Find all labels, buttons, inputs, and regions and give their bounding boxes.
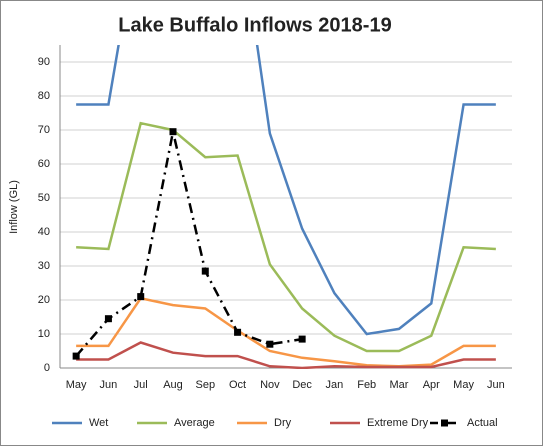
x-tick-label: May	[66, 379, 87, 391]
y-tick-label: 60	[38, 158, 50, 170]
x-tick-label: Jul	[134, 379, 148, 391]
point-marker	[72, 352, 80, 360]
x-tick-label: Mar	[390, 379, 409, 391]
series-line	[76, 341, 496, 369]
x-tick-label: Sep	[195, 379, 215, 391]
plot-area	[72, 45, 496, 369]
y-tick-label: 90	[38, 56, 50, 68]
y-tick-label: 0	[44, 362, 50, 374]
series-line	[76, 121, 496, 353]
chart-title: Lake Buffalo Inflows 2018-19	[118, 14, 391, 36]
y-tick-label: 50	[38, 192, 50, 204]
x-tick-label: May	[453, 379, 474, 391]
legend-label: Wet	[89, 417, 108, 429]
legend-label: Extreme Dry	[367, 417, 429, 429]
point-marker	[104, 315, 112, 323]
x-tick-label: Aug	[163, 379, 183, 391]
y-axis-label: Inflow (GL)	[8, 180, 20, 234]
y-tick-label: 40	[38, 226, 50, 238]
x-tick-label: Oct	[229, 379, 246, 391]
y-tick-label: 10	[38, 328, 50, 340]
series-line	[76, 296, 496, 368]
x-tick-label: Feb	[357, 379, 376, 391]
point-marker	[234, 328, 242, 336]
legend-label: Average	[174, 417, 215, 429]
y-tick-label: 30	[38, 260, 50, 272]
x-tick-label: Apr	[423, 379, 440, 391]
point-marker	[137, 293, 145, 301]
x-tick-label: Jan	[326, 379, 344, 391]
x-tick-label: Dec	[292, 379, 312, 391]
point-marker	[266, 340, 274, 348]
legend-marker	[441, 419, 448, 427]
point-marker	[169, 128, 177, 136]
point-marker	[201, 267, 209, 275]
y-tick-label: 20	[38, 294, 50, 306]
x-tick-label: Nov	[260, 379, 280, 391]
legend-label: Dry	[274, 417, 292, 429]
x-tick-label: Jun	[100, 379, 118, 391]
legend-label: Actual	[467, 417, 498, 429]
y-tick-label: 70	[38, 124, 50, 136]
point-marker	[298, 335, 306, 343]
y-tick-label: 80	[38, 90, 50, 102]
series-line	[76, 45, 496, 336]
x-tick-label: Jun	[487, 379, 505, 391]
